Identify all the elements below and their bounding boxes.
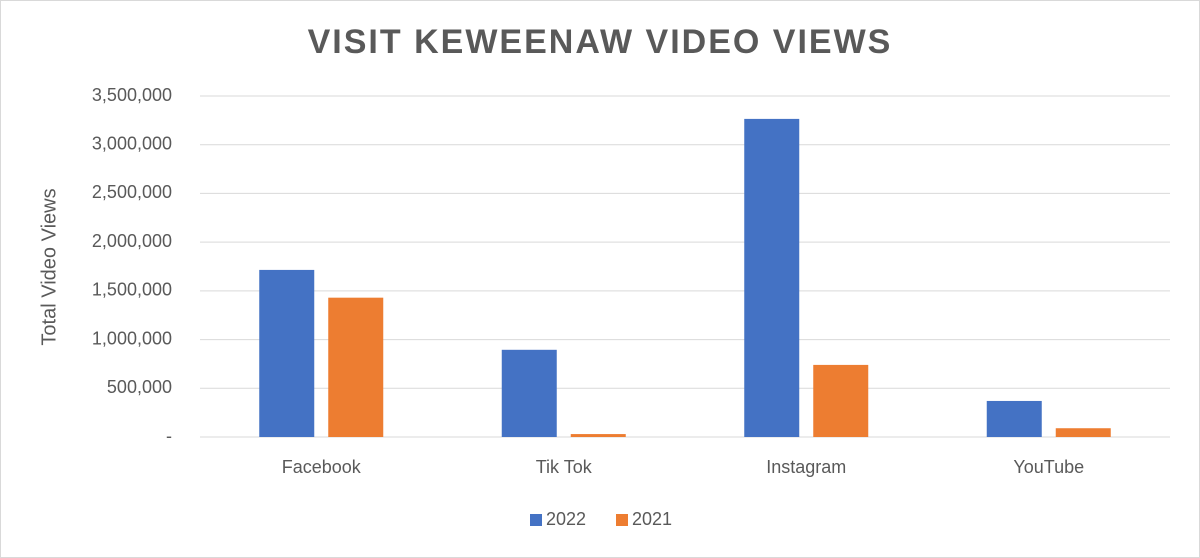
y-tick-label: 500,000 — [107, 377, 172, 397]
chart-title: VISIT KEWEENAW VIDEO VIEWS — [308, 23, 893, 61]
legend-label: 2022 — [546, 509, 586, 529]
legend-swatch — [530, 514, 542, 526]
legend-swatch — [616, 514, 628, 526]
x-tick-label: YouTube — [1013, 457, 1084, 477]
bar — [1055, 428, 1111, 437]
x-tick-label: Tik Tok — [536, 457, 593, 477]
bar — [813, 364, 869, 437]
y-tick-label: 3,000,000 — [92, 133, 172, 153]
x-tick-label: Facebook — [282, 457, 362, 477]
y-axis-label: Total Video Views — [38, 188, 60, 345]
legend-label: 2021 — [632, 509, 672, 529]
y-tick-label: - — [166, 426, 172, 446]
bar — [570, 434, 626, 437]
bar — [259, 269, 315, 437]
y-tick-label: 3,500,000 — [92, 85, 172, 105]
x-tick-label: Instagram — [766, 457, 846, 477]
y-tick-label: 1,000,000 — [92, 328, 172, 348]
bar — [501, 349, 557, 437]
y-tick-label: 2,500,000 — [92, 182, 172, 202]
y-tick-label: 2,000,000 — [92, 231, 172, 251]
bar — [986, 400, 1042, 437]
bar — [744, 118, 800, 437]
y-tick-label: 1,500,000 — [92, 280, 172, 300]
bar — [328, 297, 384, 437]
